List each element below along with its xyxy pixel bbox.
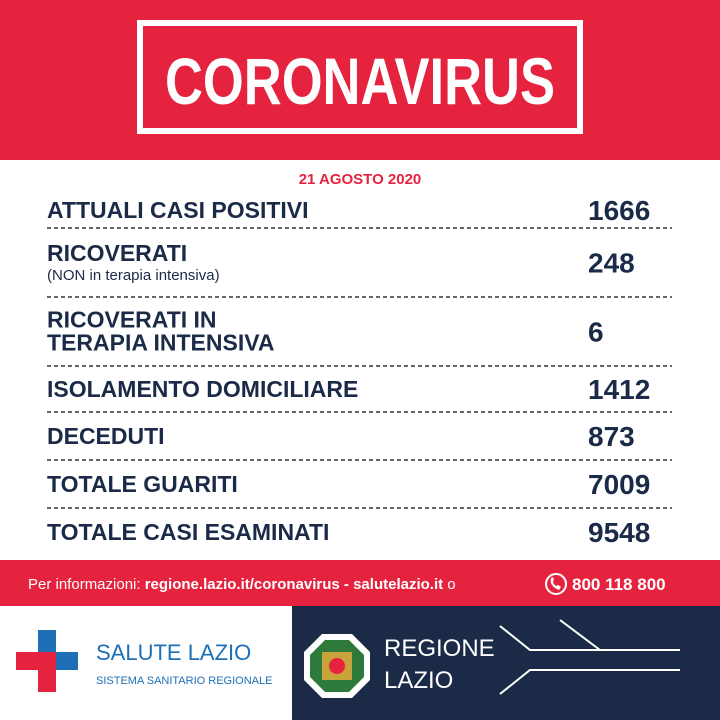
emblem: [304, 634, 370, 698]
row-value: 873: [588, 421, 635, 452]
right-logo-name-line: LAZIO: [384, 667, 453, 694]
right-logo-name-line: REGIONE: [384, 635, 495, 662]
row-note: (NON in terapia intensiva): [47, 267, 220, 284]
date: 21 AGOSTO 2020: [299, 171, 422, 188]
row-label: TERAPIA INTENSIVA: [47, 330, 274, 356]
row-label: TOTALE CASI ESAMINATI: [47, 519, 329, 545]
phone-icon: [545, 573, 567, 595]
row-label: TOTALE GUARITI: [47, 471, 238, 497]
row-value: 7009: [588, 469, 650, 500]
phone: 800 118 800: [572, 575, 666, 594]
row-label: RICOVERATI: [47, 240, 187, 266]
links: regione.lazio.it/coronavirus - salutelaz…: [145, 576, 443, 593]
cross-logo: [16, 630, 78, 692]
left-logo-subtitle: SISTEMA SANITARIO REGIONALE: [96, 675, 272, 687]
row-value: 248: [588, 248, 635, 279]
footer-band: [0, 560, 720, 606]
row-value: 1412: [588, 374, 650, 405]
row-label: ATTUALI CASI POSITIVI: [47, 197, 309, 223]
footer-info: Per informazioni: regione.lazio.it/coron…: [28, 576, 456, 593]
table: ATTUALI CASI POSITIVI 1666 RICOVERATI(NON …: [47, 195, 672, 548]
body: [0, 160, 720, 560]
title: CORONAVIRUS: [165, 44, 555, 118]
row-label: ISOLAMENTO DOMICILIARE: [47, 376, 358, 402]
decor-lines: [499, 619, 680, 695]
left-logo-name: SALUTE LAZIO: [96, 640, 251, 665]
row-value: 6: [588, 317, 604, 348]
conjunction: o: [447, 576, 455, 593]
row-label: DECEDUTI: [47, 423, 165, 449]
row-value: 1666: [588, 195, 650, 226]
row-value: 9548: [588, 517, 650, 548]
title-frame: [137, 20, 583, 134]
row-label: RICOVERATI IN: [47, 307, 217, 333]
info-label: Per informazioni:: [28, 576, 141, 593]
